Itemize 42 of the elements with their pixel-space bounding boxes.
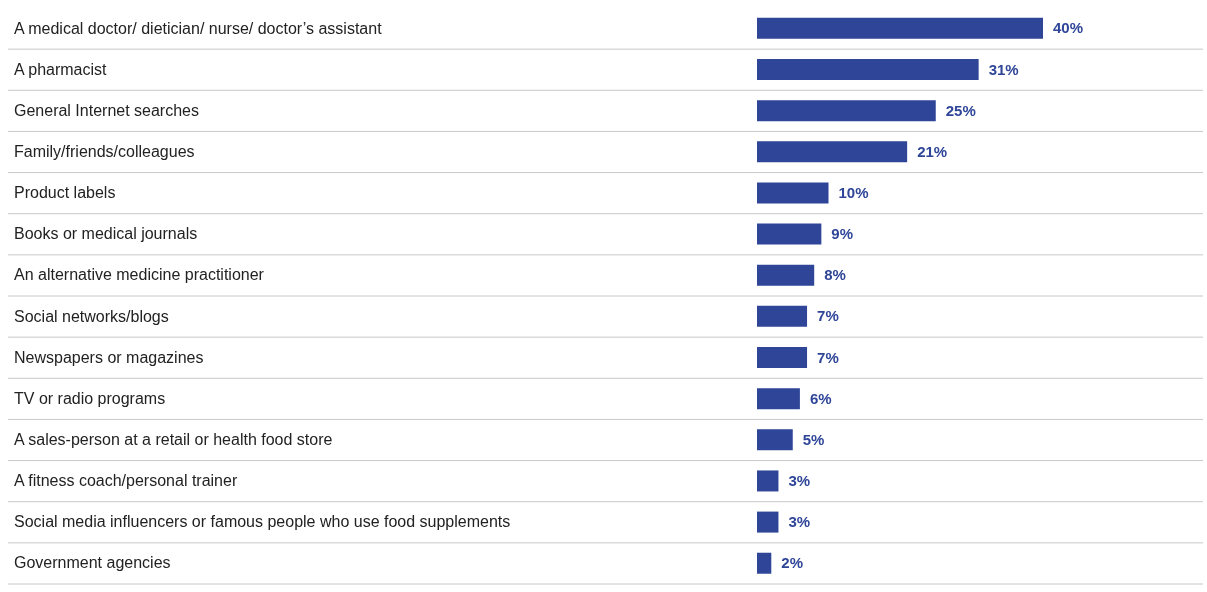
y-tick-label: General Internet searches xyxy=(14,101,199,119)
data-label: 31% xyxy=(988,60,1019,78)
y-tick-label: TV or radio programs xyxy=(14,389,166,407)
y-tick-label: A fitness coach/personal trainer xyxy=(14,472,238,490)
y-tick-label: Product labels xyxy=(14,184,116,202)
y-tick-label: A pharmacist xyxy=(14,60,108,78)
bar xyxy=(757,59,979,81)
bar xyxy=(757,182,829,204)
bar xyxy=(757,429,793,451)
y-tick-label: Social media influencers or famous people who use food supplements xyxy=(14,513,511,531)
data-label: 40% xyxy=(1053,19,1084,37)
data-label: 7% xyxy=(817,348,839,366)
bar xyxy=(757,100,936,122)
y-tick-label: Government agencies xyxy=(14,554,171,572)
y-tick-label: Social networks/blogs xyxy=(14,307,169,325)
bar xyxy=(757,223,822,245)
data-label: 8% xyxy=(824,266,846,284)
y-tick-label: Newspapers or magazines xyxy=(14,348,204,366)
data-label: 3% xyxy=(788,513,811,531)
y-tick-label: A sales-person at a retail or health food store xyxy=(14,431,333,448)
y-tick-label: An alternative medicine practitioner xyxy=(14,266,265,284)
data-label: 7% xyxy=(817,307,839,325)
data-label: 6% xyxy=(809,389,832,407)
data-label: 10% xyxy=(838,183,869,201)
bar xyxy=(757,470,779,492)
data-label: 21% xyxy=(917,142,948,160)
bar xyxy=(757,511,779,533)
data-label: 2% xyxy=(781,554,803,572)
bar xyxy=(757,305,808,327)
data-label: 3% xyxy=(788,471,811,489)
bar xyxy=(757,141,908,163)
bar xyxy=(757,347,808,369)
data-label: 9% xyxy=(831,225,854,243)
bar xyxy=(757,552,772,574)
y-tick-label: A medical doctor/ dietician/ nurse/ doctor’s assistant xyxy=(14,19,383,37)
bar xyxy=(757,264,815,286)
bar xyxy=(757,17,1043,39)
y-tick-label: Books or medical journals xyxy=(14,225,198,243)
data-label: 5% xyxy=(802,430,825,448)
data-label: 25% xyxy=(945,101,976,119)
bar xyxy=(757,388,800,410)
y-tick-label: Family/friends/colleagues xyxy=(14,143,195,160)
